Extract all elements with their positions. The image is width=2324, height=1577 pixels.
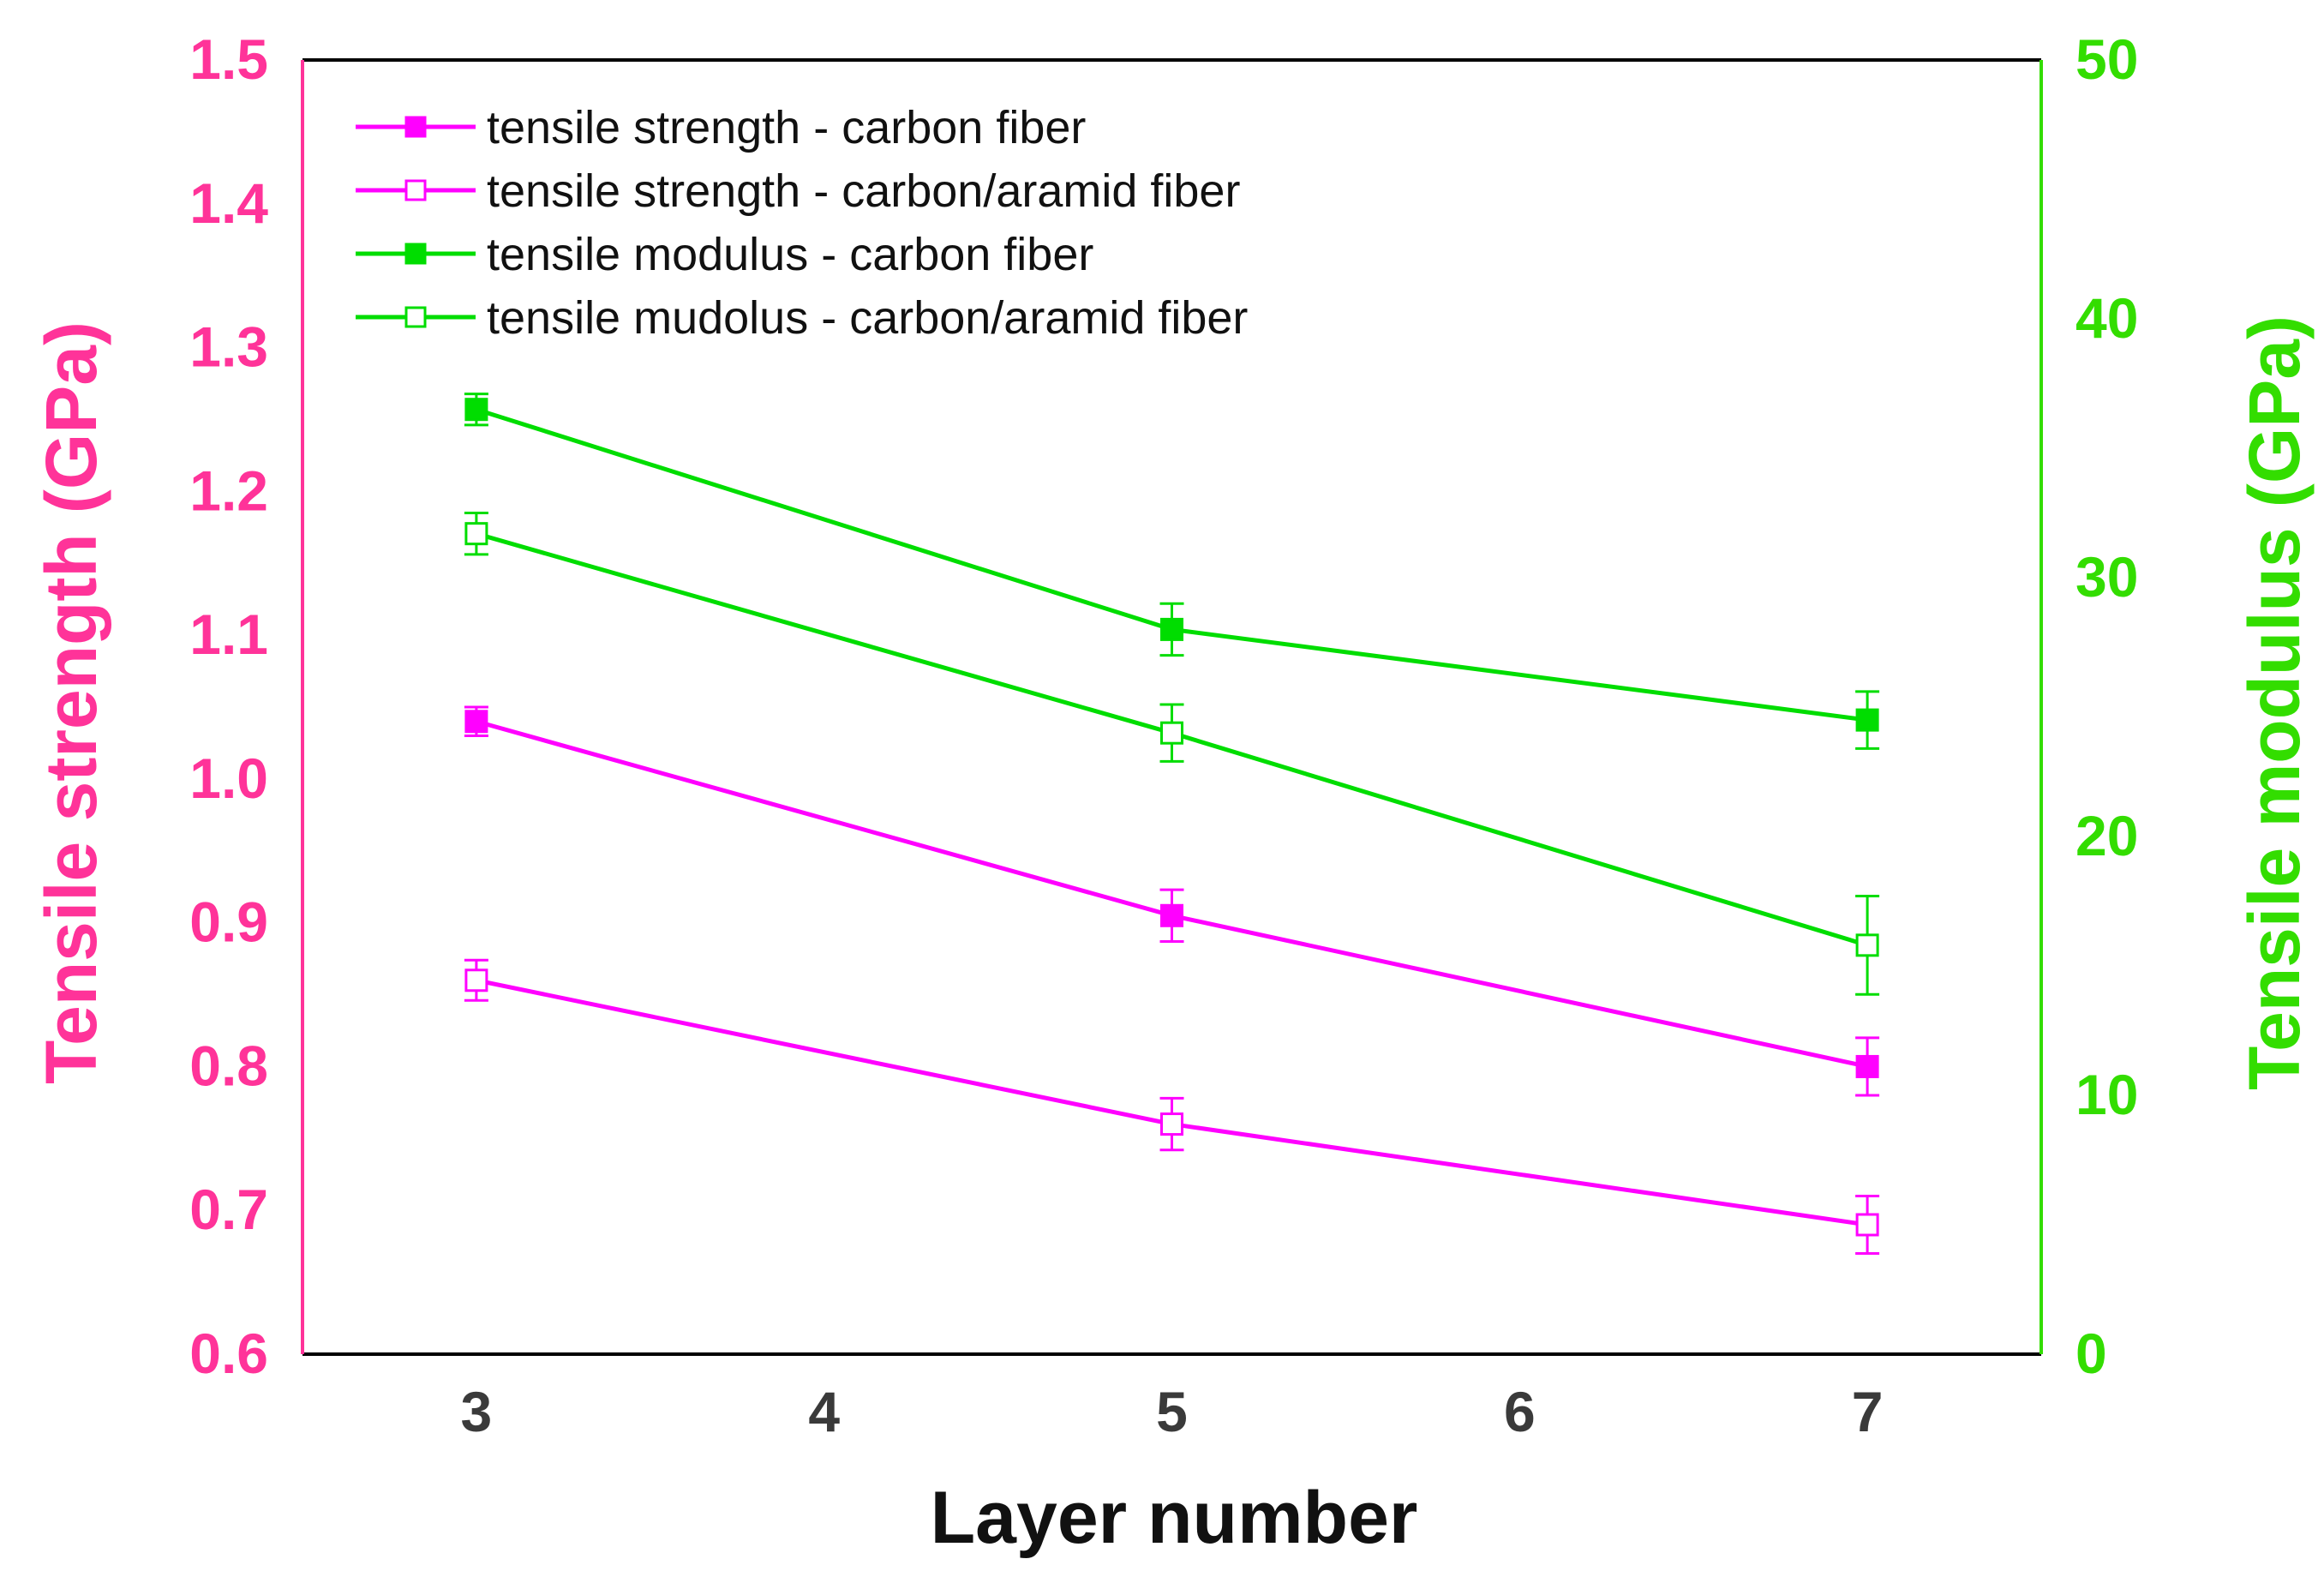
data-point (1855, 1213, 1879, 1237)
right-tick-label: 10 (2075, 1063, 2138, 1126)
left-tick-label: 0.8 (189, 1034, 268, 1097)
left-tick-label: 1.2 (189, 459, 268, 522)
left-tick-label: 1.4 (189, 171, 268, 235)
legend-swatch-marker (404, 306, 427, 328)
left-tick-label: 1.0 (189, 747, 268, 810)
data-point (1855, 933, 1879, 957)
left-tick-label: 1.1 (189, 603, 268, 666)
data-point (1160, 903, 1183, 927)
legend-item-4: tensile mudolus - carbon/aramid fiber (356, 292, 1248, 344)
legend: tensile strength - carbon fiber tensile s… (356, 102, 1248, 344)
legend-item-3: tensile modulus - carbon fiber (356, 229, 1093, 280)
legend-swatch-marker (404, 116, 427, 138)
x-axis-title: Layer number (931, 1477, 1418, 1559)
legend-item-1: tensile strength - carbon fiber (356, 102, 1086, 153)
series-line (476, 407, 1868, 723)
data-point (1855, 708, 1879, 732)
left-tick-label: 0.7 (189, 1178, 268, 1241)
x-tick-label: 6 (1504, 1380, 1536, 1443)
data-point (1160, 617, 1183, 641)
data-point (464, 710, 488, 734)
legend-label: tensile strength - carbon/aramid fiber (487, 165, 1240, 217)
axes: 0.6 0.7 0.8 0.9 1.0 1.1 1.2 1.3 1.4 1.5 0 10 20 30 40 5… (189, 27, 2138, 1443)
legend-label: tensile mudolus - carbon/aramid fiber (487, 292, 1248, 344)
legend-label: tensile modulus - carbon fiber (487, 229, 1093, 280)
right-tick-label: 20 (2075, 804, 2138, 867)
data-point (464, 968, 488, 992)
left-tick-label: 0.6 (189, 1322, 268, 1385)
series-3 (464, 393, 1880, 750)
series-layer (464, 393, 1880, 1256)
x-tick-label: 3 (461, 1380, 493, 1443)
legend-swatch-marker (404, 243, 427, 265)
x-tick-label: 5 (1156, 1380, 1188, 1443)
legend-swatch-marker (404, 179, 427, 201)
left-tick-label: 0.9 (189, 890, 268, 954)
legend-item-2: tensile strength - carbon/aramid fiber (356, 165, 1240, 217)
series-2 (464, 958, 1880, 1256)
right-axis-title: Tensile modulus (GPa) (2234, 315, 2315, 1090)
legend-label: tensile strength - carbon fiber (487, 102, 1086, 153)
series-1 (464, 705, 1880, 1097)
left-tick-label: 1.5 (189, 27, 268, 91)
x-tick-label: 7 (1852, 1380, 1884, 1443)
right-tick-label: 40 (2075, 286, 2138, 350)
right-tick-label: 30 (2075, 545, 2138, 609)
data-point (1855, 1054, 1879, 1078)
data-point (1160, 721, 1183, 745)
right-tick-label: 0 (2075, 1322, 2107, 1385)
left-axis-title: Tensile strength (GPa) (31, 321, 111, 1084)
right-tick-label: 50 (2075, 27, 2138, 91)
x-tick-label: 4 (808, 1380, 840, 1443)
data-point (1160, 1112, 1183, 1136)
data-point (464, 522, 488, 546)
left-tick-label: 1.3 (189, 315, 268, 379)
series-4 (464, 512, 1880, 996)
data-point (464, 398, 488, 422)
